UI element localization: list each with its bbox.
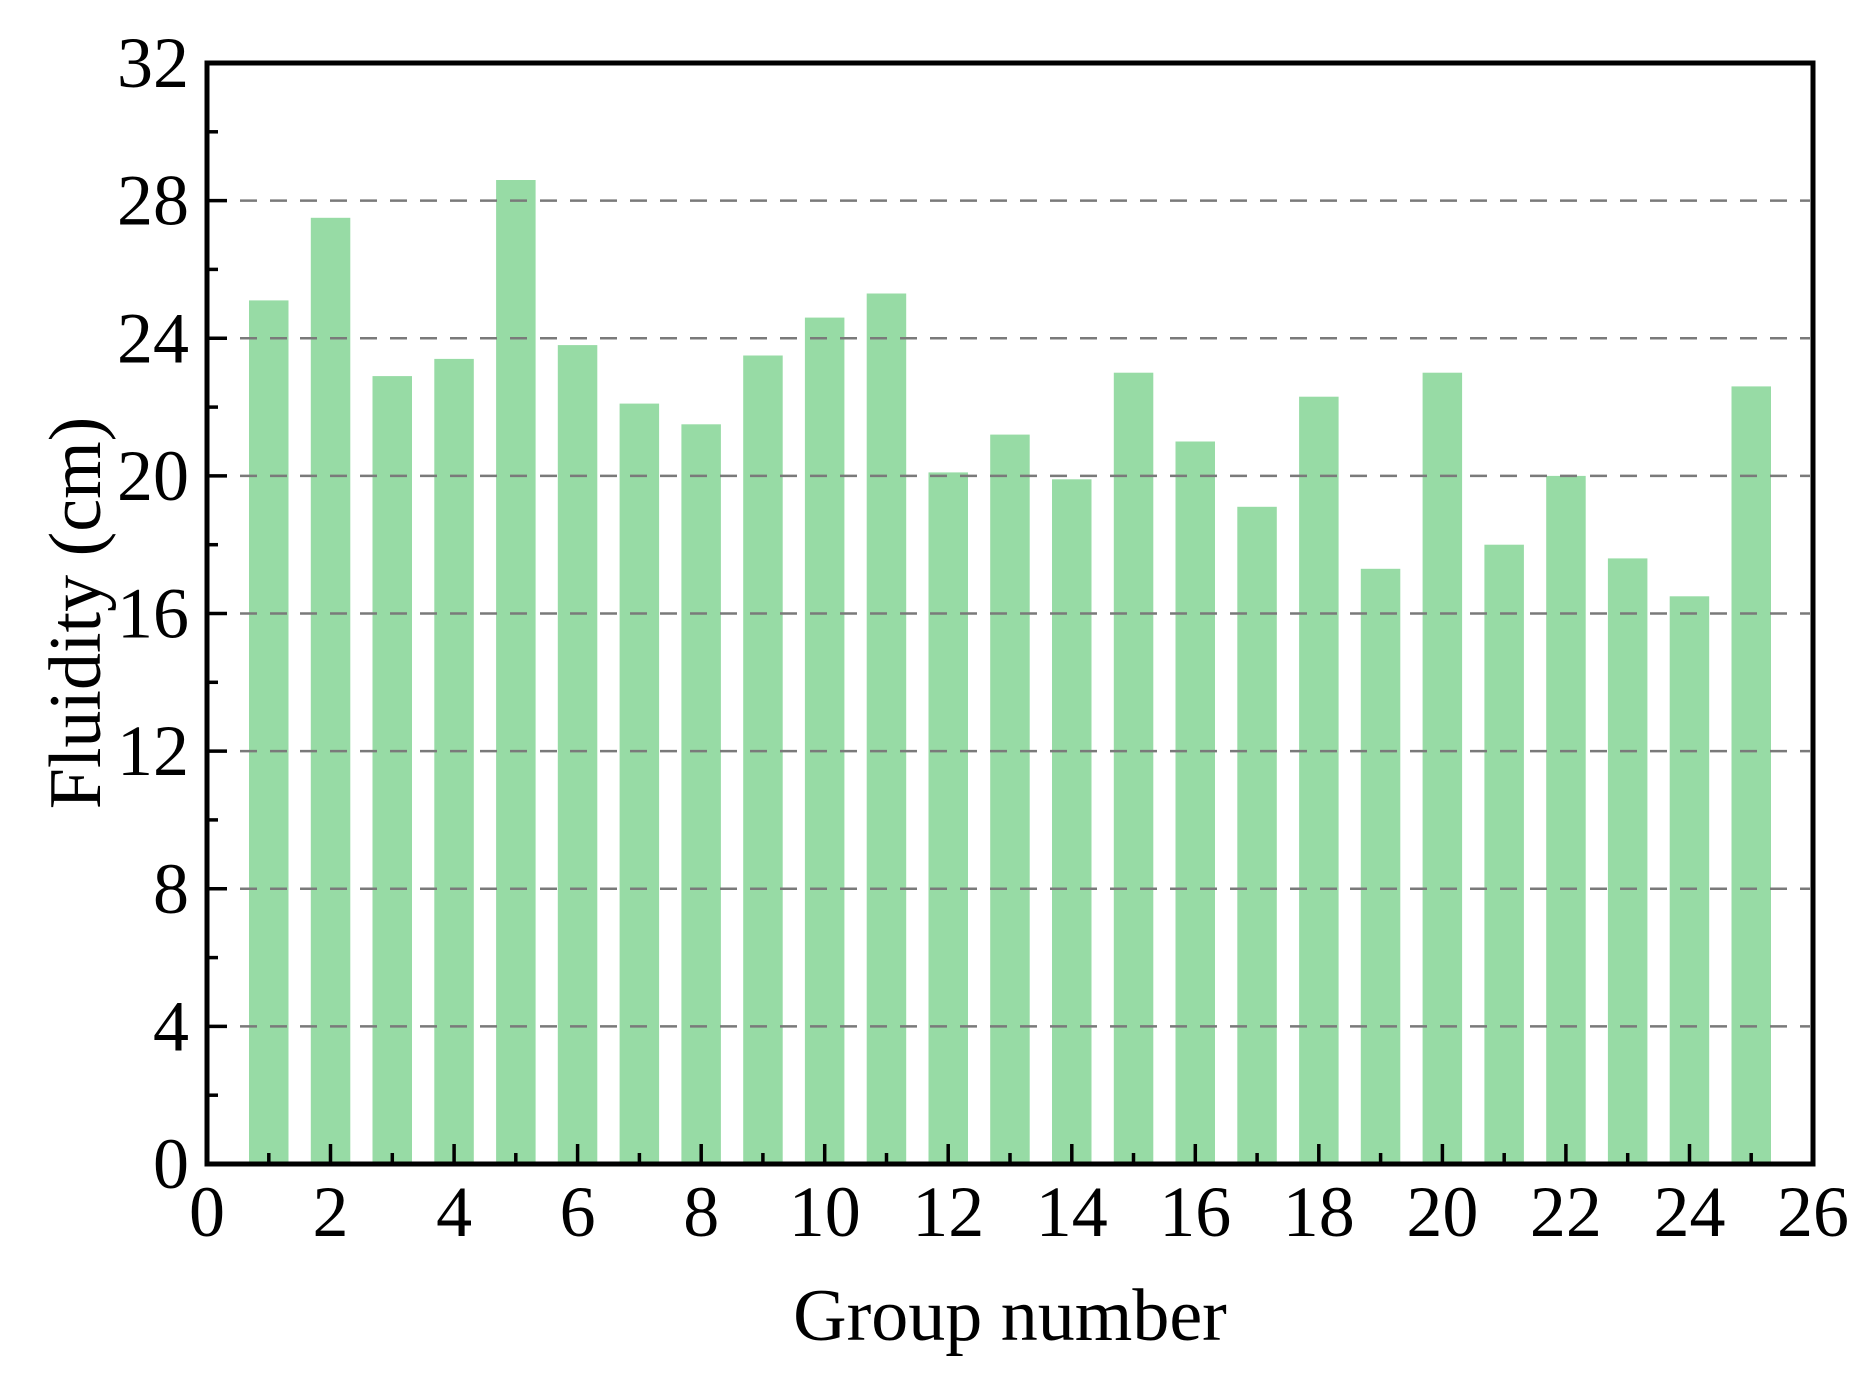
bar-group-17 (1237, 506, 1277, 1164)
y-tick-label-0: 0 (153, 1124, 189, 1204)
y-tick-label-20: 20 (117, 436, 189, 516)
bar-group-24 (1669, 596, 1710, 1164)
x-axis-title: Group number (793, 1275, 1227, 1357)
axes-layer (204, 60, 1816, 1167)
y-tick-label-28: 28 (117, 161, 189, 241)
bar-group-7 (619, 403, 660, 1165)
bar-group-20 (1422, 372, 1463, 1164)
bar-group-12 (928, 472, 968, 1164)
bar-group-5 (496, 180, 536, 1164)
y-axis-title: Fluidity (cm) (35, 417, 117, 810)
y-tick-label-12: 12 (117, 711, 189, 791)
bar-group-23 (1607, 558, 1648, 1164)
gridlines-layer (210, 199, 1810, 1028)
bar-group-18 (1299, 396, 1339, 1164)
y-tick-label-24: 24 (117, 298, 189, 378)
bar-group-14 (1052, 479, 1092, 1164)
y-tick-label-16: 16 (117, 574, 189, 654)
x-tick-label-8: 8 (683, 1172, 719, 1252)
x-tick-label-2: 2 (313, 1172, 349, 1252)
bar-group-1 (249, 300, 289, 1164)
x-tick-label-6: 6 (560, 1172, 596, 1252)
bar-group-9 (743, 355, 783, 1164)
bar-group-8 (681, 424, 721, 1164)
x-tick-label-24: 24 (1654, 1172, 1726, 1252)
bar-group-25 (1731, 386, 1771, 1164)
bar-group-10 (804, 317, 845, 1165)
x-tick-label-22: 22 (1530, 1172, 1602, 1252)
bar-group-16 (1175, 441, 1215, 1164)
bar-group-19 (1360, 568, 1401, 1164)
bar-group-6 (557, 345, 598, 1165)
bars-layer (249, 180, 1771, 1165)
x-tick-label-14: 14 (1036, 1172, 1108, 1252)
bar-group-2 (310, 217, 351, 1165)
x-tick-label-12: 12 (912, 1172, 984, 1252)
y-tick-label-32: 32 (117, 23, 189, 103)
bar-group-22 (1546, 475, 1586, 1164)
x-tick-label-10: 10 (789, 1172, 861, 1252)
bar-group-11 (866, 293, 907, 1164)
x-tick-label-0: 0 (189, 1172, 225, 1252)
bar-group-21 (1484, 544, 1524, 1164)
x-tick-label-4: 4 (436, 1172, 472, 1252)
x-tick-label-26: 26 (1777, 1172, 1849, 1252)
y-tick-label-8: 8 (153, 849, 189, 929)
x-tick-label-20: 20 (1406, 1172, 1478, 1252)
x-tick-label-18: 18 (1283, 1172, 1355, 1252)
bar-group-3 (372, 376, 412, 1165)
bar-group-13 (990, 434, 1030, 1165)
y-tick-label-4: 4 (153, 986, 189, 1066)
bar-group-15 (1113, 372, 1154, 1164)
x-tick-label-16: 16 (1159, 1172, 1231, 1252)
bar-group-4 (434, 358, 474, 1164)
